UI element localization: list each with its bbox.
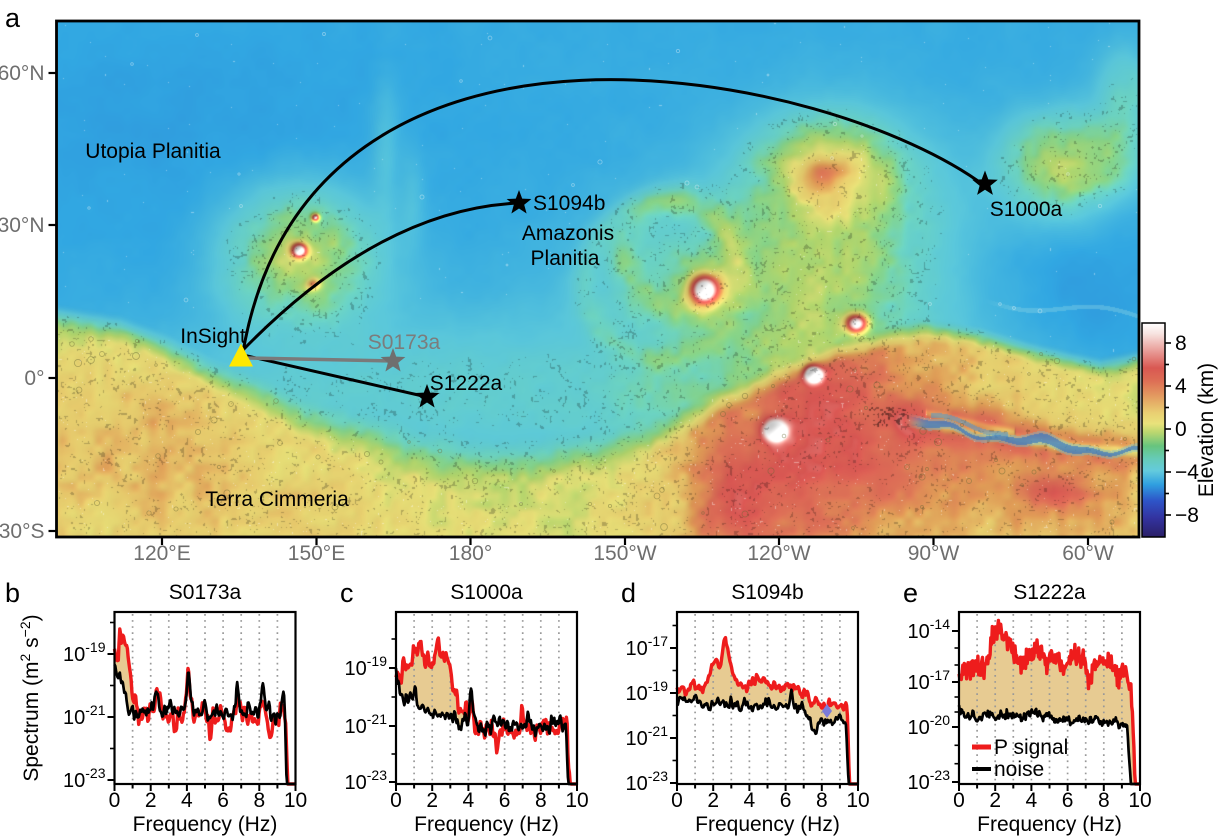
svg-text:4: 4: [463, 789, 475, 812]
svg-text:−4: −4: [1175, 461, 1199, 484]
svg-text:Frequency (Hz): Frequency (Hz): [977, 813, 1122, 836]
svg-text:Frequency (Hz): Frequency (Hz): [133, 813, 278, 836]
svg-text:b: b: [5, 578, 20, 608]
svg-text:180°: 180°: [449, 542, 492, 565]
svg-text:c: c: [340, 578, 354, 608]
svg-text:90°W: 90°W: [908, 542, 960, 565]
svg-text:S0173a: S0173a: [169, 581, 242, 604]
svg-text:10-23: 10-23: [63, 765, 106, 792]
svg-text:30°N: 30°N: [0, 214, 45, 237]
svg-text:S1222a: S1222a: [1013, 581, 1086, 604]
svg-text:2: 2: [707, 789, 719, 812]
svg-text:8: 8: [1098, 789, 1110, 812]
svg-text:10-20: 10-20: [908, 712, 951, 739]
svg-text:10: 10: [1128, 789, 1151, 812]
svg-text:120°W: 120°W: [747, 542, 810, 565]
svg-text:0: 0: [671, 789, 683, 812]
svg-text:6: 6: [1062, 789, 1074, 812]
svg-text:−8: −8: [1175, 504, 1199, 527]
svg-text:Utopia Planitia: Utopia Planitia: [85, 140, 221, 163]
svg-text:2: 2: [145, 789, 157, 812]
svg-text:P signal: P signal: [994, 736, 1068, 759]
svg-text:Spectrum (m2 s−2): Spectrum (m2 s−2): [17, 614, 43, 781]
svg-text:e: e: [903, 578, 918, 608]
svg-text:0: 0: [390, 789, 402, 812]
svg-text:10-23: 10-23: [626, 768, 669, 795]
svg-text:10-17: 10-17: [908, 667, 951, 694]
svg-text:InSight: InSight: [180, 325, 246, 348]
svg-text:S1094b: S1094b: [533, 192, 605, 215]
svg-text:10-23: 10-23: [908, 767, 951, 794]
svg-text:Elevation (km): Elevation (km): [1195, 363, 1218, 497]
svg-text:4: 4: [744, 789, 756, 812]
svg-text:S1000a: S1000a: [990, 198, 1063, 221]
svg-text:noise: noise: [994, 758, 1044, 781]
svg-text:10-19: 10-19: [345, 653, 388, 680]
svg-text:S1000a: S1000a: [450, 581, 523, 604]
svg-text:d: d: [621, 578, 636, 608]
svg-text:10: 10: [565, 789, 588, 812]
svg-text:8: 8: [253, 789, 265, 812]
svg-text:10-19: 10-19: [63, 639, 106, 666]
svg-text:2: 2: [426, 789, 438, 812]
svg-text:6: 6: [217, 789, 229, 812]
svg-text:2: 2: [989, 789, 1001, 812]
svg-text:30°S: 30°S: [0, 520, 45, 543]
svg-text:10-21: 10-21: [345, 711, 388, 738]
svg-text:10-21: 10-21: [63, 702, 106, 729]
svg-text:Frequency (Hz): Frequency (Hz): [414, 813, 559, 836]
svg-text:10-19: 10-19: [626, 678, 669, 705]
svg-text:Terra Cimmeria: Terra Cimmeria: [205, 488, 349, 511]
svg-text:6: 6: [499, 789, 511, 812]
svg-text:6: 6: [780, 789, 792, 812]
svg-text:S1094b: S1094b: [731, 581, 803, 604]
svg-text:0: 0: [953, 789, 965, 812]
svg-text:10: 10: [284, 789, 307, 812]
svg-text:10-14: 10-14: [908, 616, 951, 643]
svg-text:4: 4: [1175, 375, 1187, 398]
svg-text:4: 4: [181, 789, 193, 812]
svg-text:10: 10: [846, 789, 869, 812]
svg-text:S1222a: S1222a: [430, 372, 503, 395]
svg-text:120°E: 120°E: [133, 542, 190, 565]
svg-text:0: 0: [1175, 418, 1187, 441]
svg-text:4: 4: [1026, 789, 1038, 812]
svg-text:150°W: 150°W: [593, 542, 656, 565]
svg-text:8: 8: [1175, 332, 1187, 355]
svg-text:Amazonis: Amazonis: [522, 222, 614, 245]
svg-text:10-17: 10-17: [626, 633, 669, 660]
svg-text:8: 8: [535, 789, 547, 812]
svg-text:Planitia: Planitia: [531, 247, 600, 270]
svg-text:a: a: [5, 3, 21, 33]
svg-text:60°N: 60°N: [0, 62, 45, 85]
svg-text:S0173a: S0173a: [368, 331, 441, 354]
svg-text:150°E: 150°E: [288, 542, 345, 565]
svg-text:0°: 0°: [24, 367, 44, 390]
svg-text:8: 8: [816, 789, 828, 812]
svg-text:10-23: 10-23: [345, 767, 388, 794]
svg-text:0: 0: [109, 789, 121, 812]
svg-text:10-21: 10-21: [626, 723, 669, 750]
svg-text:60°W: 60°W: [1062, 542, 1114, 565]
svg-text:Frequency (Hz): Frequency (Hz): [695, 813, 840, 836]
